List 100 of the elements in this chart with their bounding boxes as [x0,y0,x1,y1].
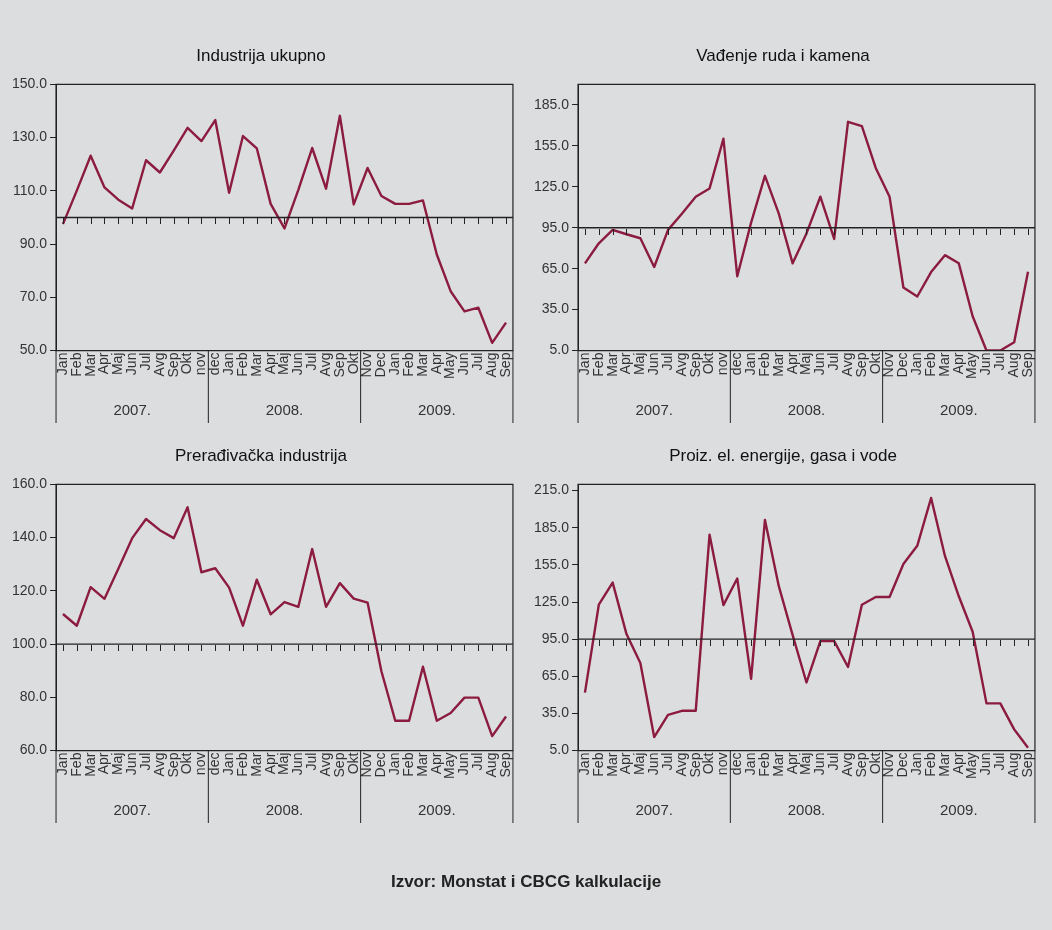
x-tick-label: Apr [783,752,800,775]
x-tick-label: Jan [53,752,70,776]
y-tick-label: 110.0 [13,181,48,198]
y-tick-label: 80.0 [19,688,48,705]
x-tick-label: Jul [991,752,1008,771]
y-tick-label: 95.0 [541,218,570,235]
x-tick-label: Aug [1005,352,1022,378]
y-tick-label: 185.0 [533,95,570,112]
y-tick-label: 100.0 [11,634,48,651]
y-tick-label: 65.0 [541,667,570,684]
text: 2009. [418,801,456,818]
x-tick-label: Mar [247,752,264,777]
x-tick-label: Okt [866,752,883,775]
x-tick-label: Mar [413,352,430,377]
x-tick-label: Avg [150,752,167,777]
x-tick-label: Aug [1005,752,1022,778]
x-tick-label: Jul [136,352,153,371]
x-tick-label: May [963,352,980,379]
y-tick-label: 5.0 [549,341,570,358]
x-tick-label: Maj [797,352,814,376]
chart-title: Proiz. el. energije, gasa i vode [669,445,897,465]
x-tick-label: Jul [136,752,153,771]
x-tick-label: Nov [358,352,375,378]
x-tick-label: Jul [469,752,486,771]
text: 2009. [940,401,978,418]
x-tick-label: Maj [275,752,292,776]
x-tick-label: Nov [880,352,897,378]
y-tick-label: 50.0 [19,341,48,358]
x-tick-label: Okt [178,352,195,375]
x-tick-label: Apr [617,352,634,375]
x-tick-label: Maj [109,352,126,376]
x-tick-label: nov [192,752,209,776]
chart-title: Vađenje ruda i kamena [696,45,871,65]
x-tick-label: nov [192,352,209,376]
chart-title: Industrija ukupno [196,45,326,65]
y-tick-label: 140.0 [11,528,48,545]
text: 2009. [418,401,456,418]
x-tick-label: Apr [949,752,966,775]
x-tick-label: Jul [469,352,486,371]
text: Izvor: Monstat i CBCG kalkulacije [389,872,663,892]
x-tick-label: Feb [755,752,772,777]
x-tick-label: Mar [769,752,786,777]
x-tick-label: Feb [233,752,250,777]
x-tick-label: Okt [344,752,361,775]
y-tick-label: 60.0 [19,741,48,758]
y-tick-label: 130.0 [11,128,48,145]
x-tick-label: Apr [949,352,966,375]
x-tick-label: Jan [575,352,592,376]
y-tick-label: 215.0 [533,481,570,498]
x-tick-label: Mar [81,752,98,777]
x-tick-label: Dec [372,752,389,778]
x-tick-label: Okt [178,752,195,775]
x-tick-label: Dec [894,752,911,778]
x-tick-label: Maj [631,352,648,376]
x-tick-label: Maj [109,752,126,776]
y-tick-label: 95.0 [541,630,570,646]
x-tick-label: Okt [700,352,717,375]
y-tick-label: 155.0 [533,136,570,153]
x-tick-label: Avg [672,352,689,377]
x-tick-label: Mar [247,352,264,377]
x-tick-label: Feb [67,752,84,777]
x-tick-label: May [441,752,458,779]
y-tick-label: 125.0 [533,177,570,194]
y-tick-label: 155.0 [533,555,570,572]
text: 2007. [113,401,151,418]
y-tick-label: 90.0 [19,234,48,251]
x-tick-label: Apr [261,352,278,375]
x-tick-label: Avg [150,352,167,377]
y-tick-label: 35.0 [541,300,570,317]
x-tick-label: Mar [413,752,430,777]
x-tick-label: Feb [589,752,606,777]
x-tick-label: nov [714,352,731,376]
text: 2007. [635,401,673,418]
x-tick-label: Dec [894,352,911,378]
x-tick-label: Okt [700,752,717,775]
text: 2008. [787,401,826,418]
x-tick-label: Feb [755,352,772,377]
x-tick-label: Aug [483,352,500,378]
x-tick-label: Mar [603,752,620,777]
x-tick-label: Feb [233,352,250,377]
x-tick-label: Apr [261,752,278,775]
x-tick-label: Mar [935,352,952,377]
y-tick-label: 150.0 [11,75,48,92]
text: 2007. [113,801,151,818]
x-tick-label: Mar [935,752,952,777]
x-tick-label: Jan [53,352,70,376]
y-tick-label: 5.0 [549,741,570,758]
text: 2007. [635,801,673,818]
chart-title: Prerađivačka industrija [175,445,348,465]
x-tick-label: Maj [797,752,814,776]
x-tick-label: Feb [67,352,84,377]
y-tick-label: 160.0 [11,475,48,492]
y-tick-label: 120.0 [11,581,48,598]
x-tick-label: Mar [81,352,98,377]
y-tick-label: 35.0 [541,704,570,721]
x-tick-label: Jan [575,752,592,776]
x-tick-label: Apr [95,352,112,375]
x-tick-label: Jul [658,752,675,771]
x-tick-label: Feb [589,352,606,377]
text: 2008. [265,801,304,818]
